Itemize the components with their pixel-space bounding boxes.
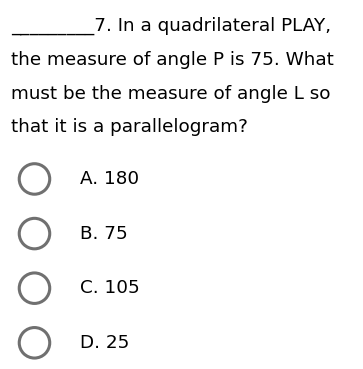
Text: must be the measure of angle L so: must be the measure of angle L so — [11, 85, 330, 103]
Text: _________7. In a quadrilateral PLAY,: _________7. In a quadrilateral PLAY, — [11, 17, 331, 35]
Text: C. 105: C. 105 — [80, 279, 140, 297]
Text: A. 180: A. 180 — [80, 170, 139, 188]
Text: that it is a parallelogram?: that it is a parallelogram? — [11, 118, 248, 137]
Text: D. 25: D. 25 — [80, 334, 129, 352]
Text: B. 75: B. 75 — [80, 225, 128, 242]
Text: the measure of angle P is 75. What: the measure of angle P is 75. What — [11, 51, 334, 69]
